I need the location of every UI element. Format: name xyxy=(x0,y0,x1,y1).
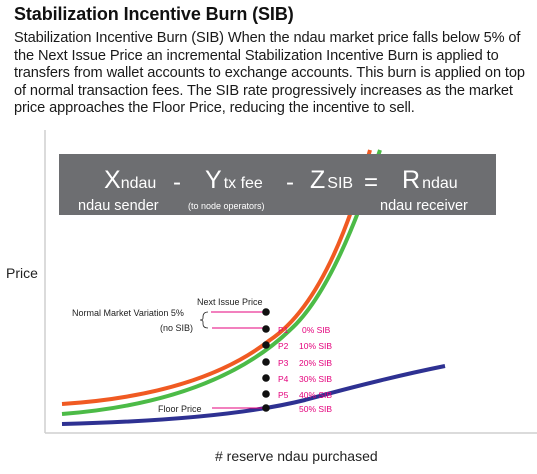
point-p3-label: P3 xyxy=(278,358,289,368)
page-title: Stabilization Incentive Burn (SIB) xyxy=(14,4,294,24)
green-curve xyxy=(61,149,382,416)
point-p1-rate: 0% SIB xyxy=(302,325,331,335)
variation-brace xyxy=(199,311,209,329)
y-axis-label: Price xyxy=(6,265,38,281)
normal-variation-label: Normal Market Variation 5% xyxy=(72,308,184,318)
point-p1-label: P1 xyxy=(278,325,289,335)
sender-label: ndau sender xyxy=(78,198,159,214)
next-issue-price-label: Next Issue Price xyxy=(197,297,263,307)
point-p2-dot xyxy=(262,341,270,349)
orange-curve xyxy=(61,149,372,406)
point-p2-rate: 10% SIB xyxy=(299,341,332,351)
point-p5-label: P5 xyxy=(278,390,289,400)
point-p1-dot xyxy=(262,325,270,333)
next-issue-dot xyxy=(262,308,270,316)
formula-minus-2: - xyxy=(286,169,294,196)
floor-dot xyxy=(262,404,270,412)
formula-minus-1: - xyxy=(173,169,181,196)
point-p4-rate: 30% SIB xyxy=(299,374,332,384)
point-p5-dot xyxy=(262,390,270,398)
no-sib-label: (no SIB) xyxy=(160,323,193,333)
receiver-label: ndau receiver xyxy=(380,198,468,214)
point-p3-rate: 20% SIB xyxy=(299,358,332,368)
formula-banner xyxy=(59,154,496,215)
formula-equals: = xyxy=(364,169,378,196)
floor-rate-label: 50% SIB xyxy=(299,404,332,414)
point-p2-label: P2 xyxy=(278,341,289,351)
description-paragraph: Stabilization Incentive Burn (SIB) When … xyxy=(14,30,525,117)
point-p4-label: P4 xyxy=(278,374,289,384)
point-p4-dot xyxy=(262,374,270,382)
formula-x: Xndau xyxy=(104,166,156,194)
node-operators-label: (to node operators) xyxy=(188,201,265,211)
formula-z: Z SIB xyxy=(310,166,353,194)
x-axis-label: # reserve ndau purchased xyxy=(215,448,378,464)
floor-price-label: Floor Price xyxy=(158,404,202,414)
point-p3-dot xyxy=(262,358,270,366)
floor-curve xyxy=(61,364,446,426)
point-p5-rate: 40% SIB xyxy=(299,390,332,400)
